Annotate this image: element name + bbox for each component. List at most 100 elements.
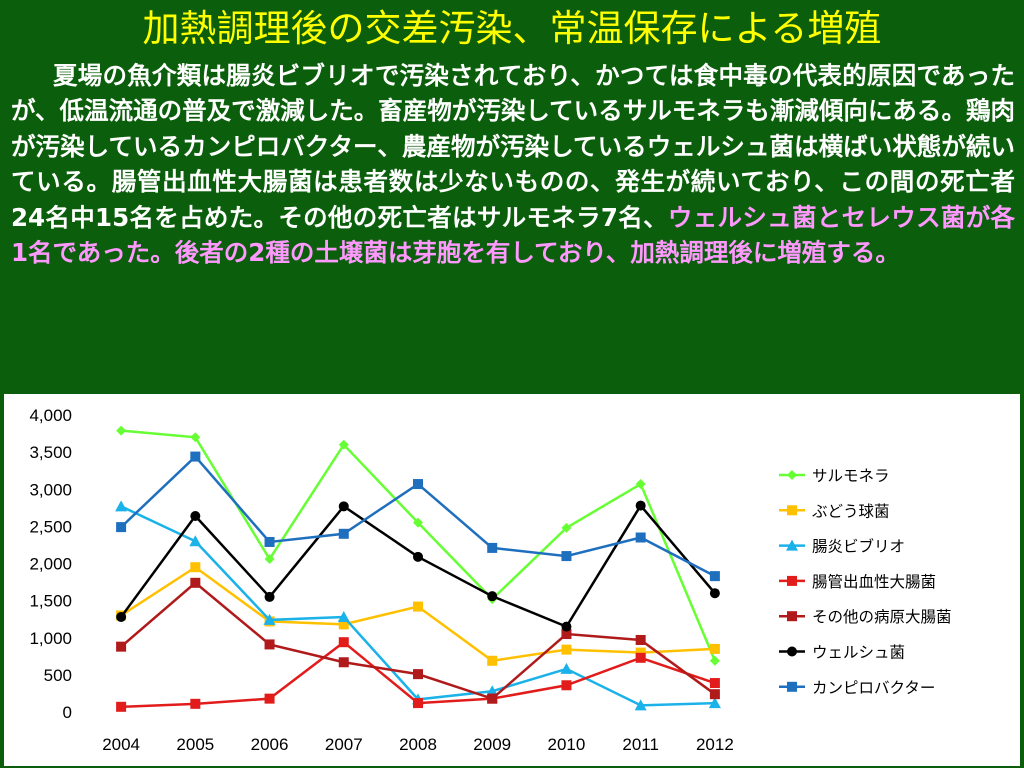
data-point-series-2	[190, 562, 201, 573]
data-point-series-5	[709, 689, 720, 700]
data-point-series-7	[264, 536, 275, 547]
data-point-series-5	[264, 639, 275, 650]
data-point-series-1	[190, 432, 201, 443]
x-tick-label: 2007	[325, 735, 363, 754]
legend-label: 腸炎ビブリオ	[812, 537, 905, 556]
legend-label: サルモネラ	[812, 467, 890, 485]
slide-body-text: 夏場の魚介類は腸炎ビブリオで汚染されており、かつては食中毒の代表的原因であったが…	[11, 58, 1015, 270]
x-tick-label: 2011	[622, 735, 659, 754]
x-tick-label: 2009	[473, 735, 511, 754]
body-text-white: 夏場の魚介類は腸炎ビブリオで汚染されており、かつては食中毒の代表的原因であったが…	[11, 61, 1015, 232]
data-point-series-6	[487, 591, 498, 602]
data-point-series-2	[487, 655, 498, 666]
y-tick-label: 3,000	[29, 480, 72, 499]
data-point-series-6	[264, 591, 275, 602]
data-point-series-4	[635, 652, 646, 663]
data-point-legend-marker	[786, 539, 798, 551]
data-point-series-6	[561, 621, 572, 632]
series-7	[116, 451, 720, 582]
data-point-series-2	[413, 601, 423, 612]
y-tick-label: 2,500	[29, 517, 72, 536]
data-point-series-1	[561, 522, 572, 533]
data-point-series-3	[486, 685, 499, 697]
data-point-series-7	[413, 479, 423, 490]
y-tick-label: 4,000	[29, 406, 72, 425]
data-point-series-4	[190, 698, 201, 709]
data-point-series-6	[635, 500, 646, 511]
data-point-series-6	[116, 611, 127, 622]
y-tick-label: 500	[44, 666, 72, 685]
legend-label: ウェルシュ菌	[812, 644, 905, 662]
line-chart: 0 500 1,000 1,500 2,000 2,500 3,000 3,500 4,000 2…	[29, 406, 952, 754]
data-point-series-5	[338, 657, 349, 668]
slide-title: 加熱調理後の交差汚染、常温保存による増殖	[142, 7, 882, 50]
series-line	[120, 565, 715, 663]
data-point-series-7	[487, 542, 498, 553]
data-point-legend-marker	[787, 505, 797, 516]
data-point-legend-marker	[787, 575, 797, 586]
data-point-series-3	[189, 535, 202, 547]
x-tick-label: 2006	[251, 735, 289, 754]
data-point-series-4	[709, 678, 720, 689]
y-tick-label: 3,500	[29, 443, 72, 462]
data-point-series-4	[264, 693, 275, 704]
data-point-series-2	[635, 647, 646, 658]
data-point-series-1	[264, 554, 275, 565]
data-point-legend-marker	[787, 646, 797, 657]
x-tick-label: 2012	[696, 735, 734, 754]
data-point-legend-marker	[787, 611, 797, 622]
x-tick-label: 2004	[102, 735, 140, 754]
body-text-highlight: ウェルシュ菌とセレウス菌が各1名であった。後者の2種の土壌菌は芽胞を有しており、…	[11, 202, 1016, 268]
series-2	[116, 562, 720, 666]
series-5	[116, 577, 720, 704]
y-tick-label: 2,000	[29, 555, 72, 574]
data-point-series-5	[561, 629, 572, 640]
data-point-series-6	[413, 551, 423, 562]
data-point-series-5	[413, 669, 423, 680]
data-point-series-7	[338, 528, 349, 539]
data-point-series-3	[634, 699, 647, 711]
data-point-series-5	[635, 634, 646, 645]
data-point-series-5	[487, 693, 498, 704]
series-6	[116, 500, 720, 632]
x-tick-label: 2010	[548, 735, 586, 754]
legend-label: 腸管出血性大腸菌	[812, 573, 936, 591]
data-point-series-3	[115, 500, 128, 512]
data-point-series-3	[708, 697, 721, 709]
data-point-series-4	[338, 637, 349, 648]
data-point-legend-marker	[787, 681, 797, 692]
legend-label: ぶどう球菌	[812, 502, 890, 520]
legend-item: その他の病原大腸菌	[779, 608, 952, 626]
legend-item: カンピロバクター	[779, 679, 935, 697]
y-tick-label: 0	[63, 703, 72, 722]
data-point-series-4	[561, 680, 572, 691]
legend-item: 腸管出血性大腸菌	[779, 573, 936, 591]
legend-label: カンピロバクター	[812, 679, 935, 697]
x-tick-label: 2008	[399, 735, 437, 754]
data-point-series-1	[709, 655, 720, 666]
data-point-series-5	[116, 641, 127, 652]
data-point-series-1	[338, 439, 349, 450]
data-point-series-7	[190, 451, 201, 462]
data-point-series-1	[635, 479, 646, 490]
data-point-series-3	[337, 610, 350, 622]
data-point-series-2	[338, 619, 349, 630]
y-tick-label: 1,000	[29, 629, 72, 648]
data-point-series-6	[709, 588, 720, 599]
legend-label: その他の病原大腸菌	[812, 608, 952, 626]
legend-item: サルモネラ	[779, 467, 890, 485]
data-point-series-7	[709, 571, 720, 582]
data-point-series-6	[338, 501, 349, 512]
data-point-legend-marker	[787, 470, 797, 480]
data-point-series-2	[709, 643, 720, 654]
data-point-series-3	[263, 613, 276, 625]
data-point-series-7	[116, 522, 127, 533]
data-point-series-2	[561, 644, 572, 655]
data-point-series-6	[190, 510, 201, 521]
data-point-series-3	[560, 662, 573, 674]
legend-item: 腸炎ビブリオ	[779, 537, 905, 556]
data-point-series-5	[190, 577, 201, 588]
series-line	[120, 581, 716, 701]
data-point-series-1	[116, 425, 127, 436]
data-point-series-7	[561, 551, 572, 562]
